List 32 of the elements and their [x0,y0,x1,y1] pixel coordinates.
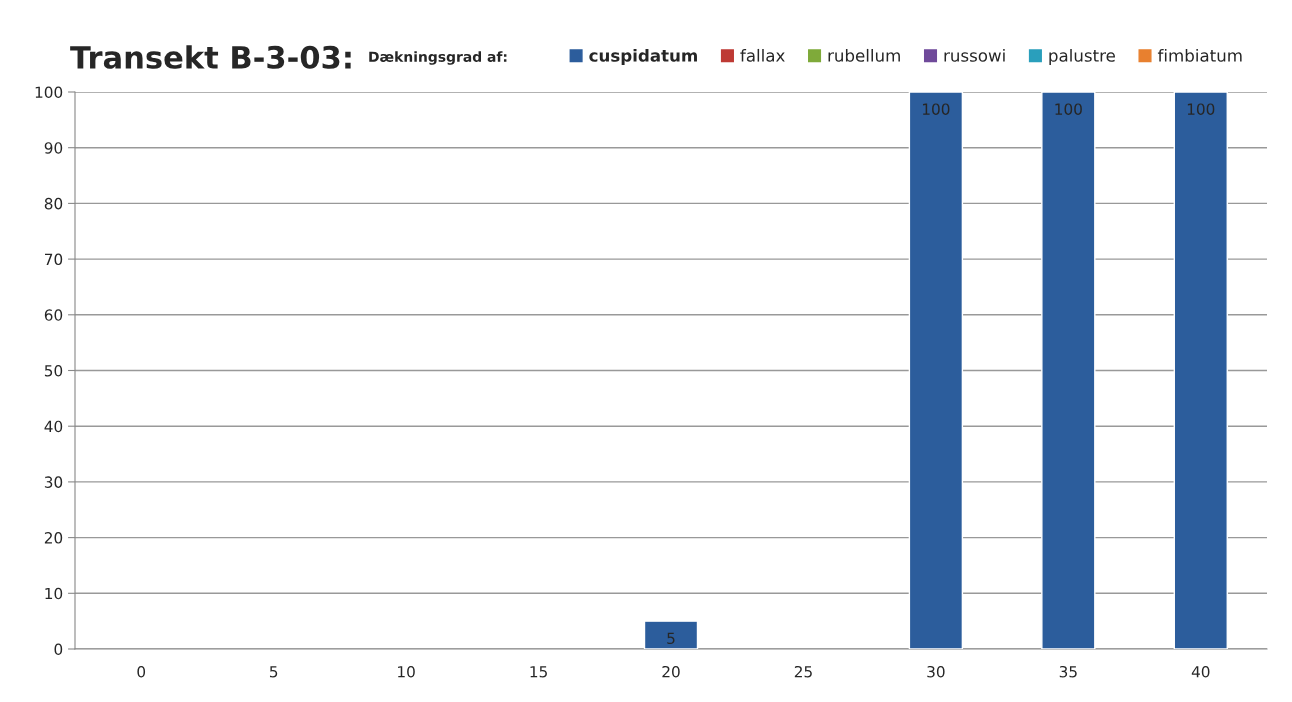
data-label: 100 [922,103,950,115]
data-label: 100 [1055,103,1082,115]
legend-label: fallax [740,48,785,62]
x-tick-label: 30 [927,665,945,678]
y-tick-label: 90 [44,142,63,154]
legend-label: rubellum [828,48,900,62]
x-tick-label: 10 [398,665,415,678]
y-tick-label: 40 [44,420,63,433]
y-tick-label: 70 [45,253,63,266]
legend-label: russowi [944,48,1005,62]
y-tick-label: 30 [44,476,63,488]
legend-label: fimbiatum [1157,48,1242,62]
x-tick-label: 40 [1191,665,1210,678]
y-tick-label: 50 [44,364,63,377]
x-tick-label: 35 [1059,665,1077,678]
legend-title: Dækningsgrad af: [369,51,507,65]
data-label: 100 [1187,103,1215,115]
x-tick-label: 0 [137,665,146,678]
legend-label: cuspidatum [589,48,697,66]
y-tick-label: 20 [44,532,63,544]
x-tick-label: 15 [530,666,547,678]
y-tick-label: 0 [54,643,63,656]
x-tick-label: 5 [269,666,278,678]
x-tick-label: 25 [794,665,812,678]
y-tick-label: 100 [35,86,63,99]
y-tick-label: 10 [45,587,63,600]
data-label: 5 [667,632,675,645]
y-tick-label: 80 [44,197,63,210]
chart-title: Transekt B-3-03: [70,45,351,69]
y-tick-label: 60 [44,309,63,321]
x-tick-label: 20 [662,665,680,678]
legend-label: palustre [1049,48,1115,66]
